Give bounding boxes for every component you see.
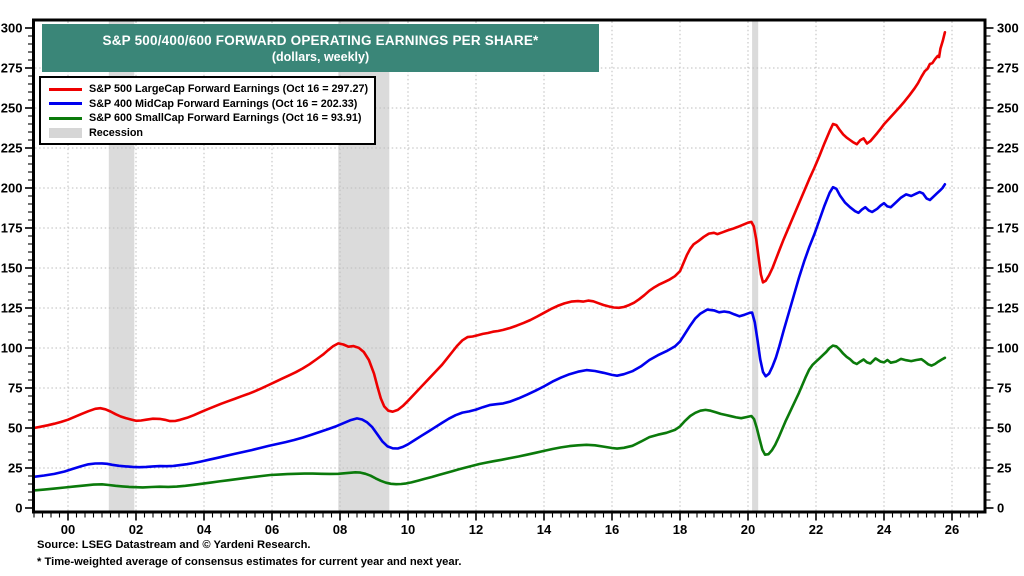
legend-swatch-sp600 bbox=[49, 116, 82, 121]
y-tick-label-right: 250 bbox=[997, 101, 1019, 116]
series-line-sp500 bbox=[32, 30, 947, 430]
footer: Source: LSEG Datastream and © Yardeni Re… bbox=[37, 537, 461, 571]
recession-band bbox=[752, 21, 759, 511]
legend-item-sp400: S&P 400 MidCap Forward Earnings (Oct 16 … bbox=[49, 97, 374, 112]
x-tick-label: 26 bbox=[945, 522, 959, 537]
y-tick-label-left: 150 bbox=[1, 261, 23, 276]
x-tick-label: 06 bbox=[265, 522, 279, 537]
x-tick-label: 20 bbox=[741, 522, 755, 537]
x-tick-label: 04 bbox=[197, 522, 212, 537]
x-tick-label: 22 bbox=[809, 522, 823, 537]
y-tick-label-right: 150 bbox=[997, 261, 1019, 276]
y-tick-label-right: 75 bbox=[997, 381, 1011, 396]
legend-label-sp400: S&P 400 MidCap Forward Earnings (Oct 16 … bbox=[89, 97, 358, 110]
x-tick-label: 18 bbox=[673, 522, 687, 537]
y-tick-label-left: 25 bbox=[8, 461, 22, 476]
chart-title: S&P 500/400/600 FORWARD OPERATING EARNIN… bbox=[102, 32, 539, 48]
legend-item-sp600: S&P 600 SmallCap Forward Earnings (Oct 1… bbox=[49, 111, 374, 126]
y-tick-label-left: 250 bbox=[1, 101, 23, 116]
x-tick-label: 10 bbox=[401, 522, 415, 537]
y-tick-label-left: 225 bbox=[1, 141, 23, 156]
y-tick-label-right: 275 bbox=[997, 61, 1019, 76]
x-tick-label: 02 bbox=[129, 522, 143, 537]
plot-frame bbox=[32, 18, 987, 514]
series-line-sp400 bbox=[32, 183, 947, 479]
y-tick-label-left: 175 bbox=[1, 221, 23, 236]
y-tick-label-right: 100 bbox=[997, 341, 1019, 356]
legend-swatch-sp500 bbox=[49, 87, 82, 91]
y-tick-label-left: 100 bbox=[1, 341, 23, 356]
y-tick-label-left: 200 bbox=[1, 181, 23, 196]
y-tick-label-left: 125 bbox=[1, 301, 23, 316]
x-tick-label: 08 bbox=[333, 522, 347, 537]
legend-label-sp600: S&P 600 SmallCap Forward Earnings (Oct 1… bbox=[89, 112, 362, 125]
legend-label-recession: Recession bbox=[89, 127, 144, 140]
legend: S&P 500 LargeCap Forward Earnings (Oct 1… bbox=[39, 76, 376, 146]
y-tick-label-right: 225 bbox=[997, 141, 1019, 156]
x-tick-label: 14 bbox=[537, 522, 552, 537]
y-tick-label-right: 175 bbox=[997, 221, 1019, 236]
y-tick-label-right: 0 bbox=[997, 501, 1004, 516]
footnote: * Time-weighted average of consensus est… bbox=[37, 556, 462, 568]
y-tick-label-right: 125 bbox=[997, 301, 1019, 316]
legend-item-recession: Recession bbox=[49, 126, 374, 141]
chart-title-box: S&P 500/400/600 FORWARD OPERATING EARNIN… bbox=[42, 24, 599, 72]
series-line-sp600 bbox=[32, 344, 947, 492]
y-tick-label-right: 25 bbox=[997, 461, 1011, 476]
legend-swatch-sp400 bbox=[49, 102, 82, 106]
y-tick-label-left: 0 bbox=[15, 501, 22, 516]
y-tick-label-left: 75 bbox=[8, 381, 22, 396]
x-tick-label: 24 bbox=[877, 522, 892, 537]
legend-item-sp500: S&P 500 LargeCap Forward Earnings (Oct 1… bbox=[49, 82, 374, 97]
y-tick-label-right: 300 bbox=[997, 21, 1019, 36]
legend-swatch-recession bbox=[49, 128, 82, 139]
x-tick-label: 12 bbox=[469, 522, 483, 537]
x-tick-label: 00 bbox=[61, 522, 75, 537]
y-tick-label-left: 300 bbox=[1, 21, 23, 36]
y-tick-label-left: 50 bbox=[8, 421, 22, 436]
y-tick-label-right: 50 bbox=[997, 421, 1011, 436]
legend-label-sp500: S&P 500 LargeCap Forward Earnings (Oct 1… bbox=[89, 83, 369, 96]
y-tick-label-left: 275 bbox=[1, 61, 23, 76]
chart-subtitle: (dollars, weekly) bbox=[271, 49, 370, 64]
y-tick-label-right: 200 bbox=[997, 181, 1019, 196]
x-tick-label: 16 bbox=[605, 522, 619, 537]
source-note: Source: LSEG Datastream and © Yardeni Re… bbox=[37, 539, 311, 551]
